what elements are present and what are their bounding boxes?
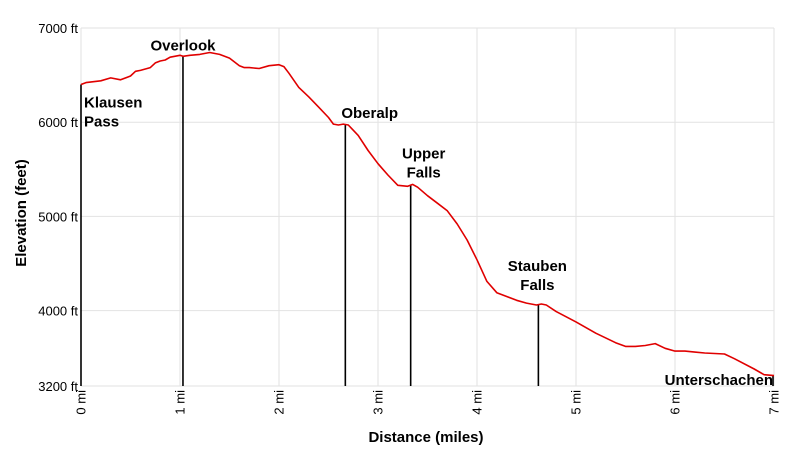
- x-tick-label: 6 mi: [668, 390, 683, 415]
- waypoint-labels: Klausen Pass Overlook Oberalp Upper Falls Stau…: [84, 37, 773, 389]
- waypoint-markers: [80, 56, 774, 386]
- y-axis-ticks: 3200 ft 4000 ft 5000 ft 6000 ft 7000 ft: [38, 21, 78, 394]
- y-tick-label: 4000 ft: [38, 304, 78, 319]
- x-tick-label: 3 mi: [371, 390, 386, 415]
- grid-lines: [80, 27, 775, 387]
- waypoint-label: Oberalp: [341, 105, 398, 122]
- x-tick-label: 5 mi: [569, 390, 584, 415]
- waypoint-label: Klausen Pass: [84, 95, 142, 131]
- x-axis-title: Distance (miles): [368, 429, 483, 446]
- x-tick-label: 0 mi: [74, 390, 89, 415]
- y-tick-label: 5000 ft: [38, 209, 78, 224]
- x-tick-label: 2 mi: [272, 390, 287, 415]
- x-tick-label: 7 mi: [767, 390, 782, 415]
- waypoint-label: Unterschachen: [665, 372, 773, 389]
- y-tick-label: 3200 ft: [38, 379, 78, 394]
- waypoint-label: Upper Falls: [402, 145, 446, 181]
- y-tick-label: 6000 ft: [38, 115, 78, 130]
- x-axis-ticks: 0 mi 1 mi 2 mi 3 mi 4 mi 5 mi 6 mi 7 mi: [74, 390, 782, 415]
- elevation-line: [80, 51, 775, 377]
- y-tick-label: 7000 ft: [38, 21, 78, 36]
- x-tick-label: 1 mi: [173, 390, 188, 415]
- waypoint-label: Stauben Falls: [508, 258, 567, 294]
- waypoint-label: Overlook: [150, 37, 216, 54]
- y-axis-title: Elevation (feet): [13, 159, 30, 267]
- x-tick-label: 4 mi: [470, 390, 485, 415]
